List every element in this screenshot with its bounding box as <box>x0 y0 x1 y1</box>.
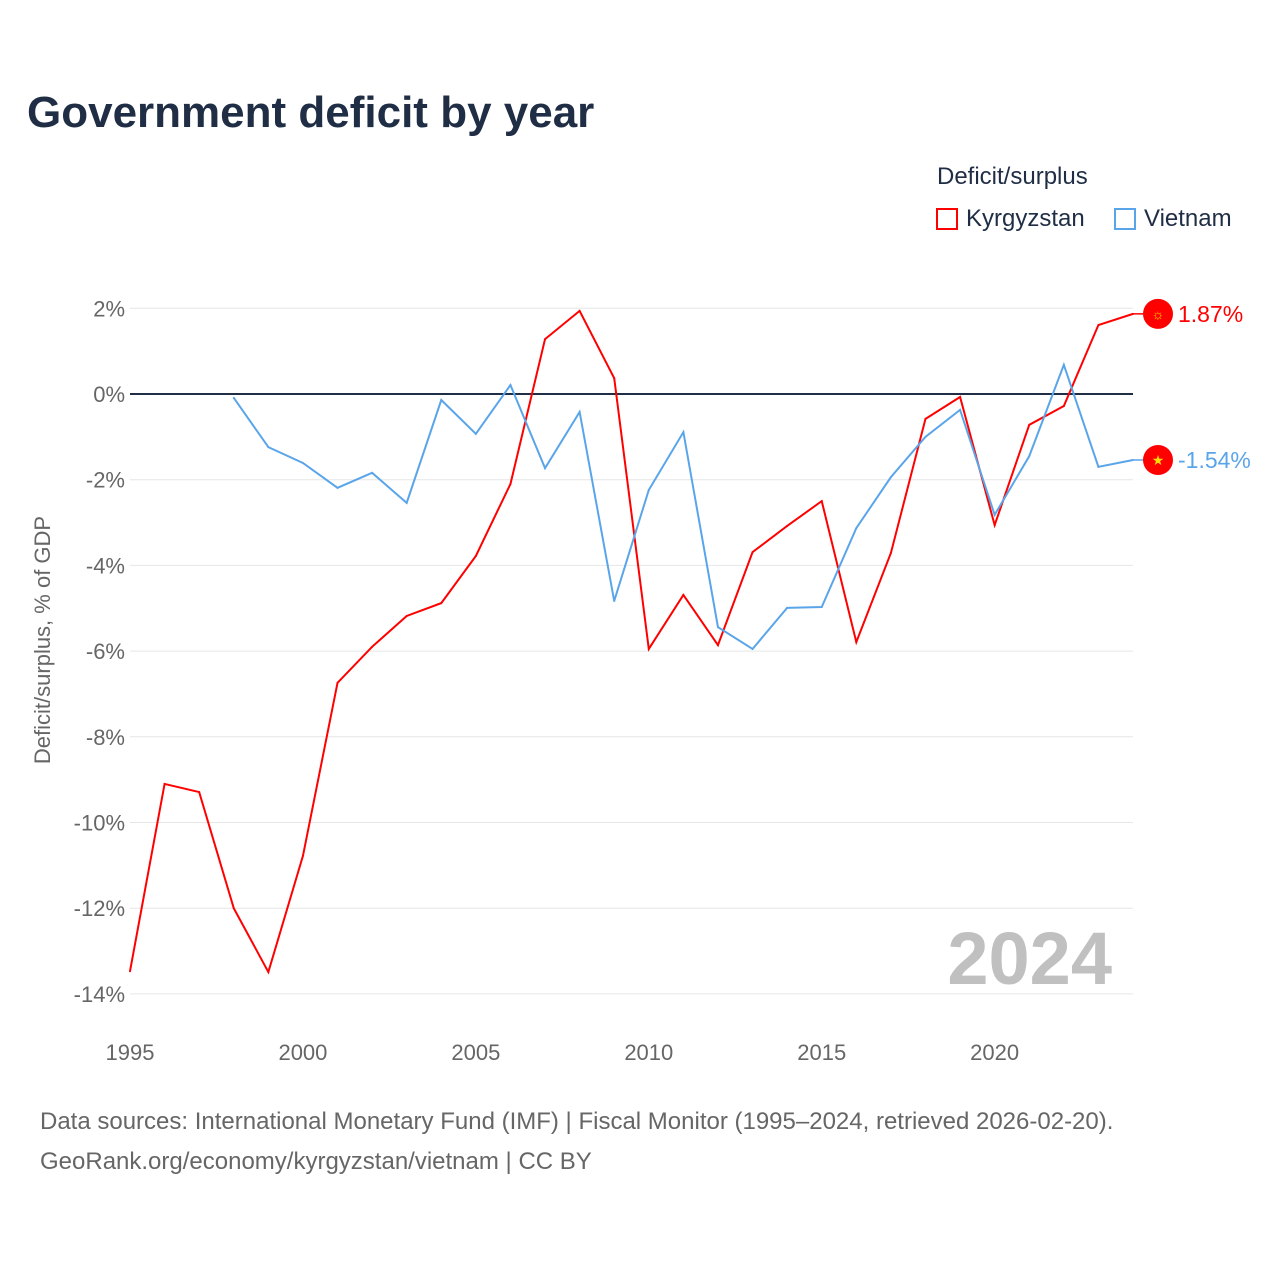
year-watermark: 2024 <box>947 917 1112 1000</box>
data-point <box>578 410 581 413</box>
data-point <box>993 513 996 516</box>
x-tick-label: 1995 <box>106 1040 155 1065</box>
data-point <box>1062 363 1065 366</box>
data-point <box>924 435 927 438</box>
data-point <box>440 602 443 605</box>
data-point <box>578 309 581 312</box>
x-tick-label: 2015 <box>797 1040 846 1065</box>
data-point <box>716 644 719 647</box>
y-tick-label: -2% <box>86 468 125 493</box>
data-point <box>924 417 927 420</box>
footer-sources: Data sources: International Monetary Fun… <box>40 1108 1114 1135</box>
y-tick-label: 2% <box>93 296 125 321</box>
data-point <box>786 524 789 527</box>
legend-item-kyrgyzstan[interactable]: Kyrgyzstan <box>936 205 1085 233</box>
series-line-vietnam <box>232 361 1134 651</box>
data-point <box>820 605 823 608</box>
data-point <box>198 791 201 794</box>
data-point <box>544 338 547 341</box>
data-point <box>440 398 443 401</box>
flag-star-icon: ★ <box>1152 452 1165 468</box>
data-point <box>613 599 616 602</box>
data-point <box>371 645 374 648</box>
data-point <box>993 524 996 527</box>
data-point <box>509 384 512 387</box>
legend-swatch <box>1114 208 1136 230</box>
legend-label: Kyrgyzstan <box>966 205 1085 232</box>
series-line-kyrgyzstan <box>129 309 1134 975</box>
x-tick-label: 2020 <box>970 1040 1019 1065</box>
data-point <box>751 647 754 650</box>
flag-icon-vietnam <box>1143 444 1173 475</box>
data-point <box>509 482 512 485</box>
data-point <box>613 377 616 380</box>
end-value-label: -1.54% <box>1178 447 1251 473</box>
data-point <box>163 782 166 785</box>
footer-link[interactable]: GeoRank.org/economy/kyrgyzstan/vietnam |… <box>40 1148 592 1175</box>
chart-title: Government deficit by year <box>27 88 595 137</box>
data-point <box>682 593 685 596</box>
y-tick-label: -4% <box>86 553 125 578</box>
flag-icon-kyrgyzstan <box>1143 298 1173 329</box>
data-point <box>232 907 235 910</box>
y-tick-label: -8% <box>86 725 125 750</box>
data-point <box>405 501 408 504</box>
data-point <box>1028 455 1031 458</box>
data-point <box>129 970 131 973</box>
legend-item-vietnam[interactable]: Vietnam <box>1114 205 1232 233</box>
y-tick-label: -10% <box>74 811 125 836</box>
data-point <box>820 500 823 503</box>
legend-title: Deficit/surplus <box>937 163 1088 190</box>
data-point <box>1062 404 1065 407</box>
data-point <box>1097 324 1100 327</box>
data-point <box>855 641 858 644</box>
y-tick-label: -12% <box>74 896 125 921</box>
data-point <box>232 396 235 399</box>
data-point <box>405 614 408 617</box>
data-point <box>301 461 304 464</box>
x-tick-label: 2005 <box>451 1040 500 1065</box>
y-tick-label: -6% <box>86 639 125 664</box>
end-value-label: 1.87% <box>1178 301 1243 327</box>
data-point <box>1028 423 1031 426</box>
data-point <box>267 971 270 974</box>
data-point <box>716 626 719 629</box>
data-point <box>889 551 892 554</box>
flag-star-icon: ☼ <box>1152 306 1165 322</box>
data-point <box>336 486 339 489</box>
legend-label: Vietnam <box>1144 205 1232 232</box>
y-axis-title: Deficit/surplus, % of GDP <box>30 516 55 764</box>
data-point <box>959 395 962 398</box>
data-point <box>474 554 477 557</box>
y-tick-label: -14% <box>74 982 125 1007</box>
data-point <box>751 551 754 554</box>
legend-swatch <box>936 208 958 230</box>
data-point <box>336 681 339 684</box>
data-point <box>855 527 858 530</box>
x-tick-label: 2000 <box>278 1040 327 1065</box>
data-point <box>371 471 374 474</box>
data-point <box>682 431 685 434</box>
data-point <box>786 606 789 609</box>
data-point <box>959 408 962 411</box>
data-point <box>267 446 270 449</box>
data-point <box>647 647 650 650</box>
y-tick-label: 0% <box>93 382 125 407</box>
data-point <box>474 432 477 435</box>
data-point <box>301 854 304 857</box>
data-point <box>889 476 892 479</box>
data-point <box>544 467 547 470</box>
data-point <box>1097 465 1100 468</box>
data-point <box>647 488 650 491</box>
x-tick-label: 2010 <box>624 1040 673 1065</box>
